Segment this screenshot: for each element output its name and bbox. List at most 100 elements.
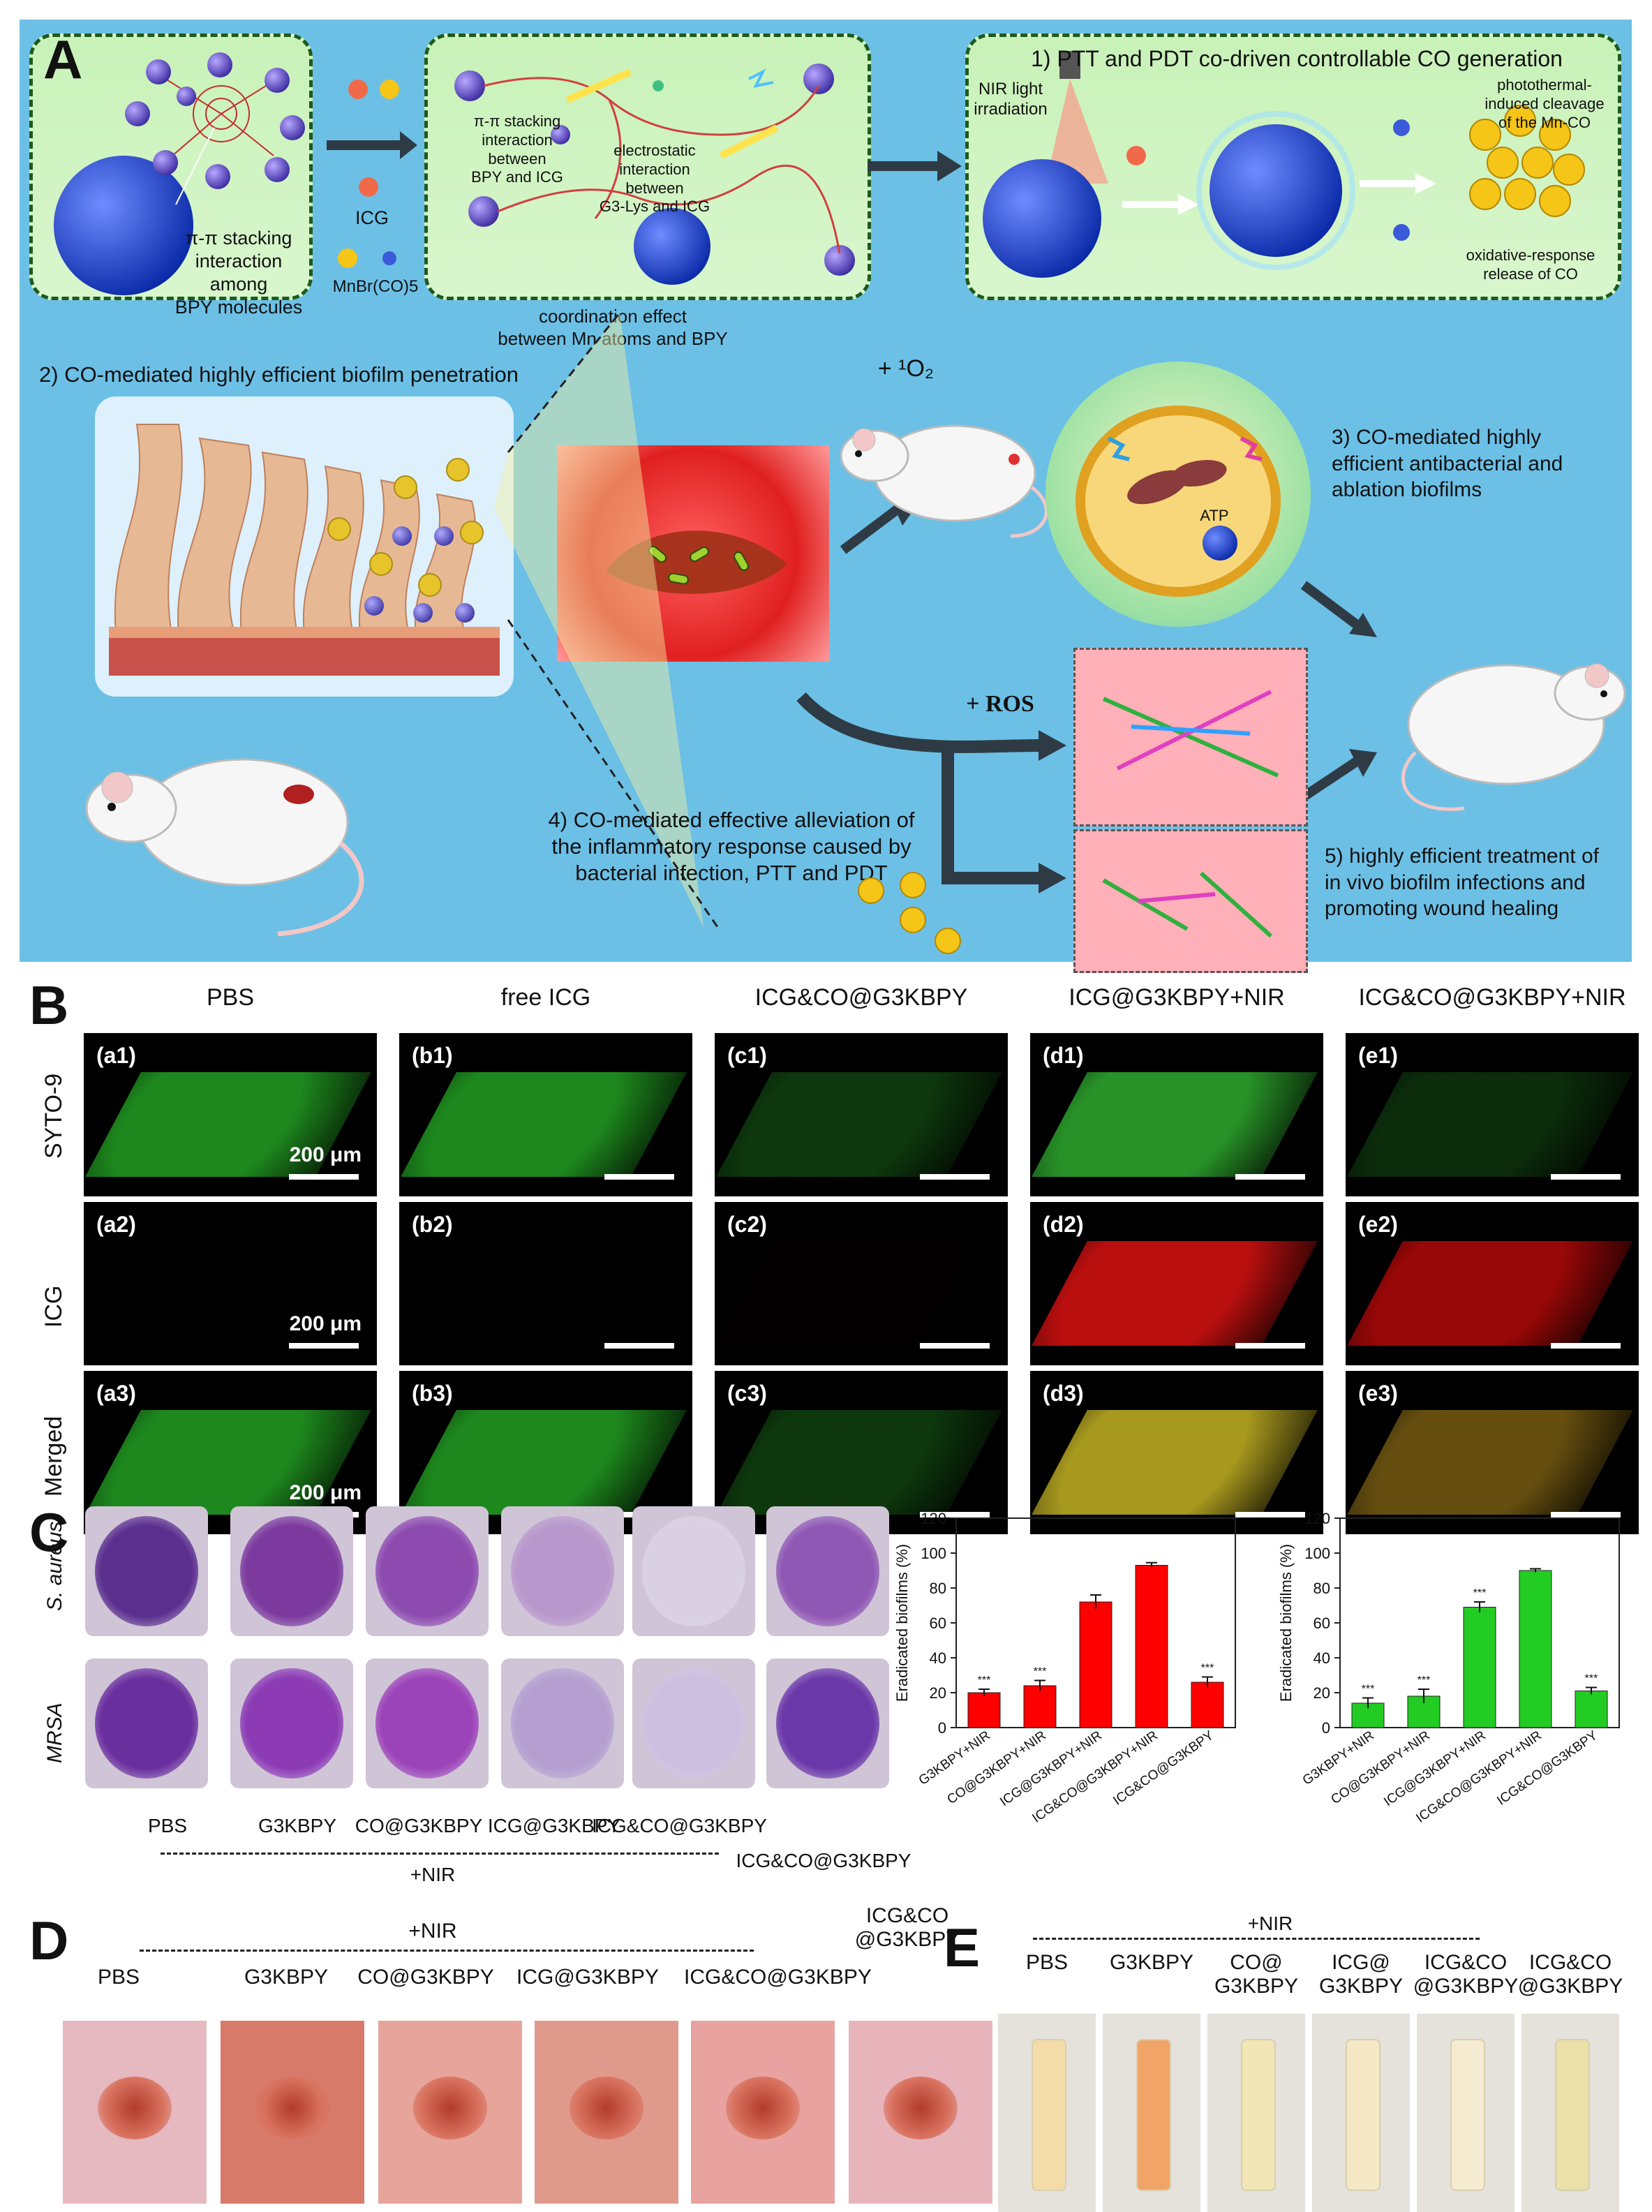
treatment-label: ICG&CO @G3KBPY [854,1904,960,1951]
biofilm-slab [1032,1241,1318,1346]
panel-label-d: D [29,1910,69,1971]
row-header: ICG [40,1285,67,1328]
scale-bar [1551,1174,1621,1180]
confocal-image: (c2) [715,1202,1008,1365]
significance-label: *** [1585,1673,1598,1685]
tissue-co-illustration [1073,829,1308,973]
tube-photo [998,2014,1096,2212]
panel-sublabel: (c3) [727,1381,767,1406]
y-axis-label: Eradicated biofilms (%) [893,1544,911,1702]
treatment-label: G3KBPY [244,1966,329,1989]
co-molecules-illustration [858,872,961,954]
y-axis-label: Eradicated biofilms (%) [1277,1544,1295,1702]
crystal-violet-well [766,1506,889,1636]
step-2-title: 2) CO-mediated highly efficient biofilm … [39,362,519,387]
x-tick-label: ICG@G3KBPY+NIR [997,1728,1105,1809]
biofilm-slab [716,1072,1002,1177]
well-stain [95,1668,198,1779]
well-stain [642,1668,745,1779]
well-label: PBS [147,1815,188,1836]
tube-photo [1521,2014,1619,2212]
mouse-illustration [840,424,1048,538]
biofilm-slab [401,1410,687,1515]
well-stain [375,1516,479,1626]
tube-photo [1103,2014,1200,2212]
scale-label: 200 μm [289,1312,362,1335]
bar [967,1692,1001,1728]
biofilm-tube [1136,2039,1171,2191]
nir-arrow [161,1853,719,1855]
scale-bar [1551,1343,1621,1349]
panel-sublabel: (b1) [412,1043,453,1068]
y-tick-label: 120 [921,1511,946,1527]
panel-sublabel: (c1) [727,1043,767,1068]
treatment-label: ICG&CO @G3KBPY [1413,1951,1519,1998]
biofilm-illustration [95,396,514,697]
biofilm-slab [1032,1072,1318,1177]
crystal-violet-well [501,1506,624,1636]
scale-bar [604,1174,674,1180]
biofilm-slab [716,1241,1002,1346]
significance-label: *** [1417,1675,1431,1686]
significance-label: *** [1362,1684,1375,1695]
confocal-image: (a2) 200 μm [84,1202,377,1365]
confocal-image: (d1) [1030,1033,1323,1196]
panel-sublabel: (c2) [727,1212,767,1237]
significance-label: *** [1034,1666,1047,1678]
confocal-image: (c1) [715,1033,1008,1196]
assembly-box-2: π-π stacking interaction between BPY and… [424,34,871,300]
bacteria-cell-illustration: ATP [1045,362,1311,627]
well-stain [776,1668,879,1779]
confocal-image: (d2) [1030,1202,1323,1365]
treatment-label: ICG@ G3KBPY [1318,1951,1404,1998]
box2-label-1: π-π stacking interaction between BPY and… [471,112,563,186]
bar [1191,1682,1224,1728]
wound-photo [849,2021,992,2204]
panel-sublabel: (d1) [1043,1043,1084,1068]
panel-label-e: E [944,1917,981,1978]
y-tick-label: 100 [921,1545,946,1562]
atp-label: ATP [1200,507,1229,524]
x-tick-label: ICG@G3KBPY+NIR [1381,1728,1489,1809]
biofilm-tube [1346,2039,1381,2191]
panel-sublabel: (d3) [1043,1381,1084,1406]
well-label: G3KBPY [258,1815,337,1836]
wound [255,2077,329,2139]
crystal-violet-well [632,1506,755,1636]
wound [98,2077,172,2139]
column-header: ICG&CO@G3KBPY+NIR [1358,984,1626,1011]
y-tick-label: 20 [930,1684,946,1702]
x-tick-label: CO@G3KBPY+NIR [944,1728,1048,1807]
biofilm-slab [1347,1241,1633,1346]
crystal-violet-well [766,1658,889,1788]
well-stain [511,1516,614,1626]
healed-mouse-illustration [1401,663,1626,811]
nir-label: +NIR [1247,1913,1293,1934]
box1-label: π-π stacking interaction among BPY molec… [174,228,303,318]
panel-sublabel: (b3) [412,1381,453,1406]
biofilm-tube [1450,2039,1485,2191]
column-header: free ICG [500,984,591,1011]
oxidative-label: oxidative-response release of CO [1466,246,1595,283]
biofilm-tube [1241,2039,1276,2191]
scale-bar [1235,1174,1305,1180]
treatment-label: ICG&CO@G3KBPY [684,1966,872,1989]
x-tick-label: CO@G3KBPY+NIR [1328,1728,1432,1807]
wound [726,2077,800,2139]
bar-chart-mrsa: 0 20 40 60 80 100 120 Eradicated biofilms (%) **… [1277,1511,1620,1826]
scale-bar [289,1174,359,1180]
panel-sublabel: (a2) [96,1212,136,1237]
treatment-label: CO@G3KBPY [357,1966,494,1989]
y-tick-label: 0 [1322,1719,1330,1737]
crystal-violet-well [85,1506,208,1636]
crystal-violet-well [366,1658,489,1788]
scale-bar [920,1343,990,1349]
strain-label: MRSA [43,1702,66,1763]
significance-label: *** [1473,1587,1487,1599]
confocal-image: (d3) [1030,1371,1323,1534]
treatment-label: G3KBPY [1109,1951,1194,1974]
treatment-label: ICG@G3KBPY [516,1966,659,1989]
infected-tissue-illustration [557,445,829,662]
scale-bar [289,1343,359,1349]
well-stain [240,1668,343,1779]
